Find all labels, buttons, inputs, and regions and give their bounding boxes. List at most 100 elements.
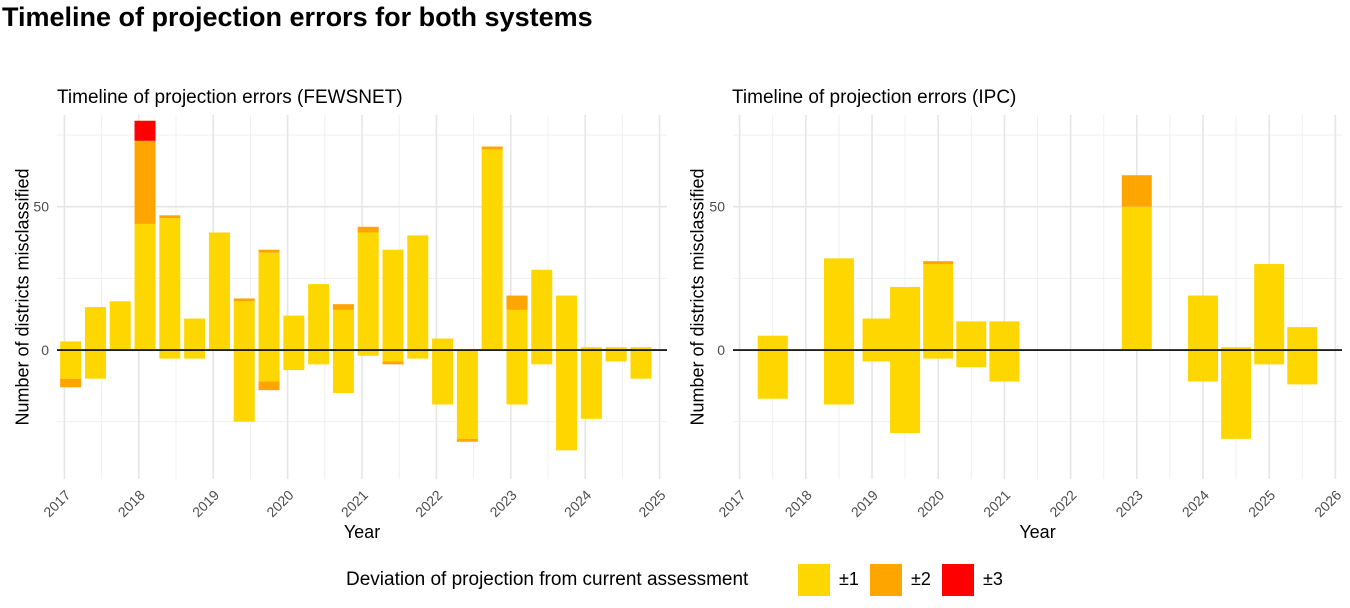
bar-pm1-pos xyxy=(407,235,429,351)
x-tick-label: 2018 xyxy=(782,487,815,520)
bar-pm1-pos xyxy=(630,347,652,351)
panel-title: Timeline of projection errors (IPC) xyxy=(732,87,1016,108)
bar-pm1-neg xyxy=(382,350,404,362)
bar-pm1-pos xyxy=(134,223,156,351)
bar-pm2-pos xyxy=(258,249,280,253)
bar-pm1-neg xyxy=(283,350,305,371)
bar-pm1-neg xyxy=(432,350,454,405)
bar-pm1-neg xyxy=(1221,350,1252,439)
y-tick-label: 50 xyxy=(33,199,49,215)
bar-pm1-pos xyxy=(481,149,503,351)
legend-label-pm3: ±3 xyxy=(983,569,1003,589)
bar-pm1-pos xyxy=(208,232,230,351)
y-tick-label: 50 xyxy=(709,199,725,215)
bar-pm1-neg xyxy=(989,350,1020,382)
bar-pm1-neg xyxy=(956,350,987,368)
bar-pm1-pos xyxy=(862,318,893,351)
panel-ipc: 0 50 2017 2018 2019 2020 2021 2022 2023 2024 2025 2… xyxy=(687,87,1344,542)
x-tick-label: 2026 xyxy=(1311,487,1344,520)
bar-pm1-neg xyxy=(862,350,893,362)
bar-pm1-neg xyxy=(1187,350,1218,382)
bar-pm1-pos xyxy=(580,347,602,351)
x-tick-label: 2020 xyxy=(263,487,296,520)
bar-pm1-neg xyxy=(184,350,206,359)
bar-pm1-pos xyxy=(605,347,627,351)
x-tick-label: 2019 xyxy=(189,487,222,520)
x-tick-label: 2023 xyxy=(486,487,519,520)
bar-pm1-pos xyxy=(1254,264,1285,351)
bar-pm1-pos xyxy=(1287,327,1318,351)
bar-pm1-neg xyxy=(258,350,280,382)
x-tick-label: 2021 xyxy=(980,487,1013,520)
bar-pm1-neg xyxy=(159,350,181,359)
bar-pm2-neg xyxy=(258,381,280,391)
legend-swatch-pm2 xyxy=(870,564,902,596)
bar-pm1-neg xyxy=(890,350,921,434)
bar-pm1-neg xyxy=(407,350,429,359)
bar-pm1-neg xyxy=(823,350,854,405)
bar-pm1-pos xyxy=(60,341,82,351)
x-axis-label: Year xyxy=(344,522,380,542)
x-tick-label: 2024 xyxy=(1179,487,1212,520)
bar-pm1-neg xyxy=(60,350,82,379)
bar-pm1-pos xyxy=(923,264,954,351)
bar-pm1-pos xyxy=(357,232,379,351)
bar-pm1-neg xyxy=(1254,350,1285,365)
x-tick-label: 2023 xyxy=(1112,487,1145,520)
bar-pm2-pos xyxy=(233,298,255,302)
figure-title: Timeline of projection errors for both s… xyxy=(2,2,593,32)
bar-pm1-neg xyxy=(630,350,652,379)
bar-pm1-pos xyxy=(531,269,553,351)
bar-pm2-neg xyxy=(382,361,404,365)
bar-pm2-neg xyxy=(456,438,478,442)
bar-pm1-neg xyxy=(556,350,578,451)
bar-pm1-pos xyxy=(956,321,987,351)
x-tick-label: 2024 xyxy=(561,487,594,520)
x-tick-label: 2022 xyxy=(412,487,445,520)
x-tick-label: 2025 xyxy=(635,487,668,520)
bar-pm2-pos xyxy=(1121,175,1152,207)
panel-title: Timeline of projection errors (FEWSNET) xyxy=(57,87,403,108)
charts-canvas: 0 50 2017 2018 2019 2020 2021 2022 2023 2024 2025 T… xyxy=(12,87,1344,542)
x-tick-label: 2017 xyxy=(40,487,73,520)
y-tick-label: 0 xyxy=(41,342,49,358)
bar-pm1-neg xyxy=(1287,350,1318,385)
bar-pm1-pos xyxy=(989,321,1020,351)
bar-pm2-neg xyxy=(60,378,82,388)
bar-pm1-pos xyxy=(233,301,255,351)
bar-pm2-pos xyxy=(506,295,528,310)
bar-pm1-pos xyxy=(757,335,788,351)
bar-pm1-pos xyxy=(382,249,404,351)
bar-pm1-pos xyxy=(332,309,354,351)
bar-pm1-neg xyxy=(580,350,602,419)
bar-pm1-neg xyxy=(332,350,354,394)
x-tick-label: 2020 xyxy=(914,487,947,520)
bar-pm3-pos xyxy=(134,120,156,141)
y-axis-label: Number of districts misclassified xyxy=(12,168,32,425)
x-tick-label: 2017 xyxy=(715,487,748,520)
x-tick-label: 2022 xyxy=(1046,487,1079,520)
bar-pm1-pos xyxy=(890,286,921,351)
bar-pm1-pos xyxy=(283,315,305,351)
bar-pm1-neg xyxy=(506,350,528,405)
bar-pm2-pos xyxy=(481,146,503,150)
bar-pm1-neg xyxy=(923,350,954,359)
bar-pm1-pos xyxy=(1221,347,1252,351)
bar-pm1-neg xyxy=(233,350,255,422)
legend: Deviation of projection from current ass… xyxy=(0,562,1350,598)
x-tick-label: 2025 xyxy=(1245,487,1278,520)
bar-pm1-pos xyxy=(308,284,330,351)
x-axis-label: Year xyxy=(1019,522,1055,542)
bar-pm1-neg xyxy=(531,350,553,365)
y-tick-label: 0 xyxy=(717,342,725,358)
legend-swatch-pm3 xyxy=(942,564,974,596)
bar-pm1-neg xyxy=(308,350,330,365)
bar-pm1-pos xyxy=(556,295,578,351)
bar-pm1-neg xyxy=(757,350,788,399)
legend-label-pm2: ±2 xyxy=(911,569,931,589)
bar-pm1-pos xyxy=(184,318,206,351)
legend-title: Deviation of projection from current ass… xyxy=(346,569,749,590)
bar-pm1-pos xyxy=(432,338,454,351)
x-tick-label: 2018 xyxy=(115,487,148,520)
bar-pm2-pos xyxy=(923,261,954,265)
